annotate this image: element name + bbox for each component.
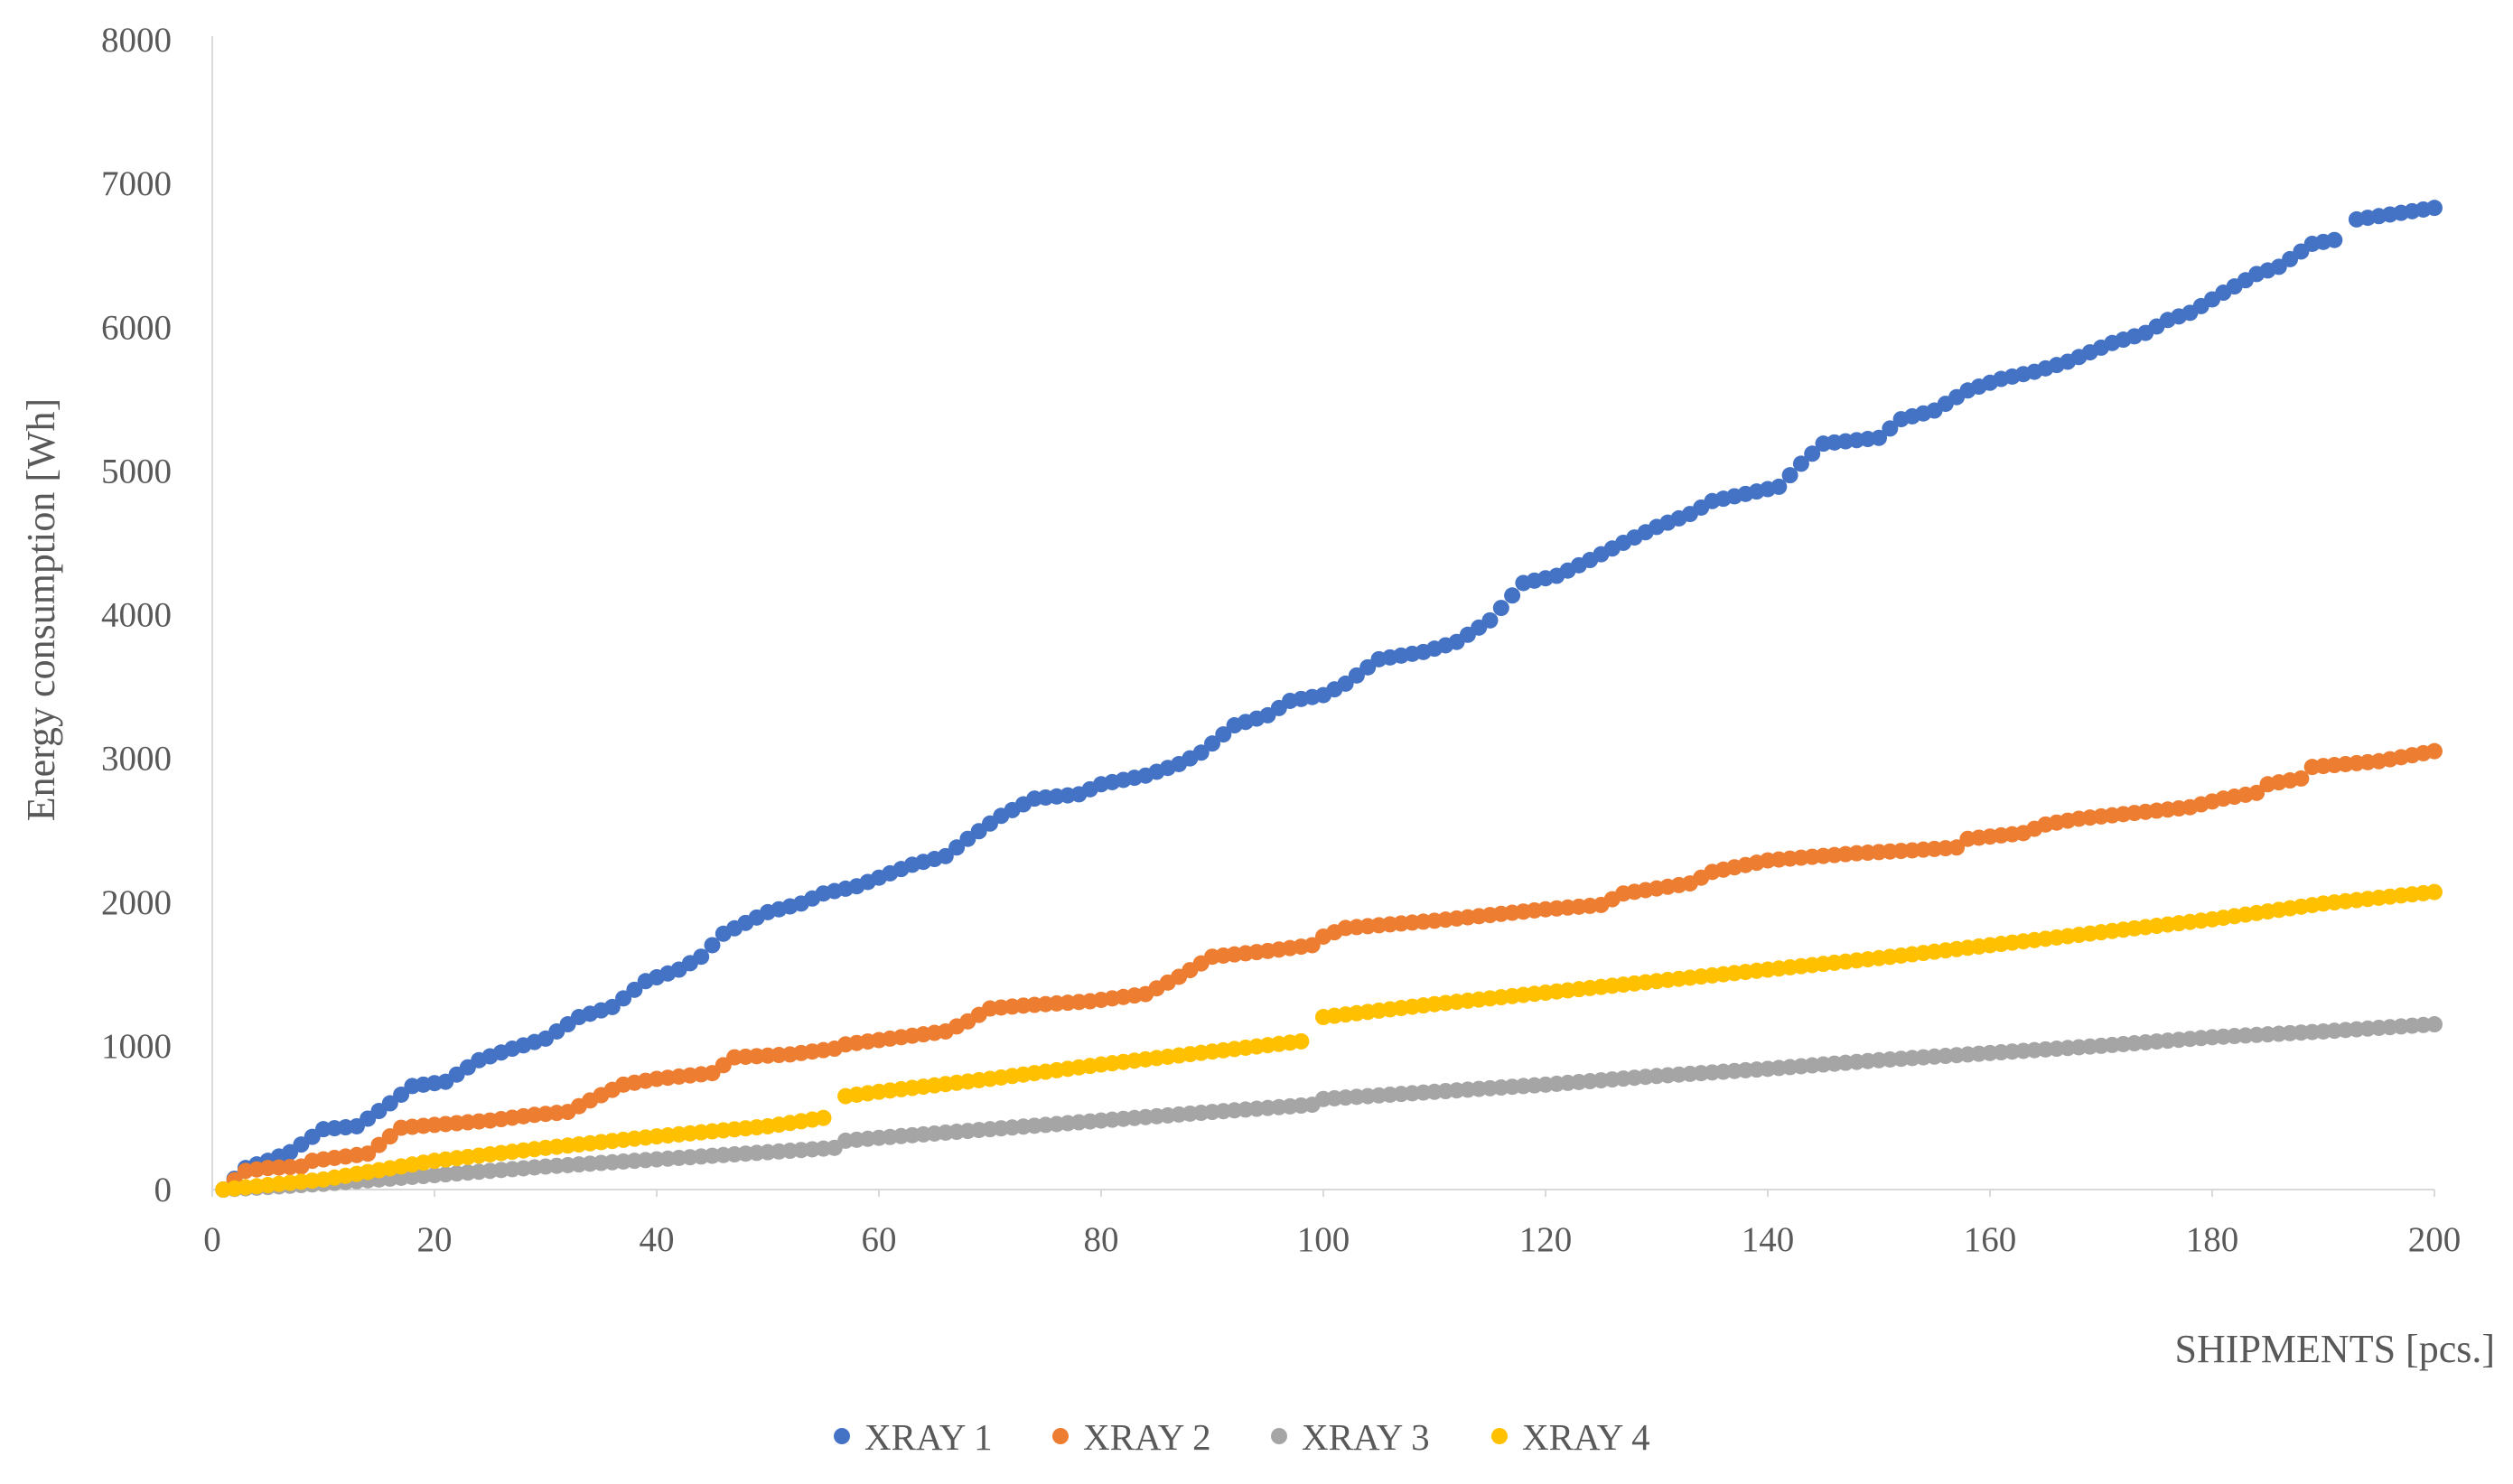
data-point [2426, 883, 2443, 901]
data-point [370, 1136, 388, 1153]
legend-marker [1491, 1428, 1508, 1444]
data-point [603, 998, 621, 1015]
legend-marker [1052, 1428, 1069, 1444]
series-2 [215, 742, 2443, 1198]
x-axis-title: SHIPMENTS [pcs.] [2175, 1327, 2495, 1371]
x-tick-label: 40 [640, 1220, 675, 1259]
data-point [815, 1109, 832, 1126]
data-point [393, 1086, 410, 1103]
x-tick-label: 20 [417, 1220, 453, 1259]
x-tick-label: 60 [862, 1220, 897, 1259]
legend-label: XRAY 4 [1522, 1416, 1650, 1458]
data-point [693, 948, 710, 966]
data-point [1293, 1032, 1310, 1050]
x-tick-label: 180 [2186, 1220, 2239, 1259]
data-point [2293, 770, 2310, 787]
data-point [1348, 667, 1365, 684]
x-tick-label: 140 [1742, 1220, 1795, 1259]
series-1 [215, 200, 2443, 1198]
data-point [360, 1145, 377, 1162]
series-layer [215, 200, 2443, 1198]
data-point [1192, 744, 1210, 761]
data-point [1481, 611, 1499, 629]
data-point [937, 847, 954, 864]
data-point [1781, 467, 1798, 484]
data-point [381, 1128, 398, 1145]
data-point [1504, 587, 1521, 604]
y-tick-label: 7000 [101, 164, 172, 203]
x-tick-label: 80 [1084, 1220, 1119, 1259]
y-tick-label: 3000 [101, 740, 172, 779]
y-axis-title-group: Energy consumption [Wh] [19, 398, 63, 821]
data-point [948, 839, 966, 856]
x-tick-label: 200 [2408, 1220, 2462, 1259]
y-tick-label: 2000 [101, 883, 172, 922]
data-point [615, 990, 632, 1007]
data-point [2248, 784, 2265, 801]
axes: 0 1000 2000 3000 4000 5000 6000 7000 8000 0 20 40 60… [101, 21, 2461, 1259]
y-axis-title: Energy consumption [Wh] [19, 398, 63, 821]
legend: XRAY 1 XRAY 2 XRAY 3 XRAY 4 [834, 1416, 1650, 1458]
data-point [1359, 658, 1377, 676]
y-tick-label: 8000 [101, 21, 172, 60]
data-point [2426, 200, 2443, 217]
data-point [1882, 420, 1899, 437]
y-tick-label: 6000 [101, 308, 172, 347]
data-point [2326, 231, 2343, 248]
data-point [1792, 455, 1809, 472]
data-point [1770, 478, 1788, 495]
data-point [381, 1095, 398, 1112]
y-tick-label: 0 [154, 1171, 173, 1209]
data-point [1871, 429, 1887, 446]
series-4 [215, 883, 2443, 1198]
data-point [704, 937, 721, 954]
data-point [2426, 1016, 2443, 1033]
data-point [1492, 600, 1509, 617]
y-tick-label: 5000 [101, 452, 172, 490]
data-point [2426, 742, 2443, 760]
legend-marker [1271, 1428, 1287, 1444]
x-tick-label: 120 [1519, 1220, 1573, 1259]
x-tick-label: 0 [203, 1220, 221, 1259]
legend-label: XRAY 1 [864, 1416, 993, 1458]
data-point [1948, 839, 1966, 856]
x-tick-label: 100 [1297, 1220, 1350, 1259]
y-tick-label: 4000 [101, 596, 172, 635]
data-point [1804, 445, 1821, 462]
data-point [1204, 735, 1220, 752]
data-point [1337, 675, 1354, 692]
legend-label: XRAY 3 [1302, 1416, 1430, 1458]
data-point [626, 981, 643, 998]
data-point [1303, 937, 1321, 954]
x-tick-label: 160 [1964, 1220, 2017, 1259]
data-point [1215, 726, 1232, 743]
y-tick-label: 1000 [101, 1027, 172, 1066]
legend-label: XRAY 2 [1083, 1416, 1211, 1458]
legend-marker [834, 1428, 850, 1444]
